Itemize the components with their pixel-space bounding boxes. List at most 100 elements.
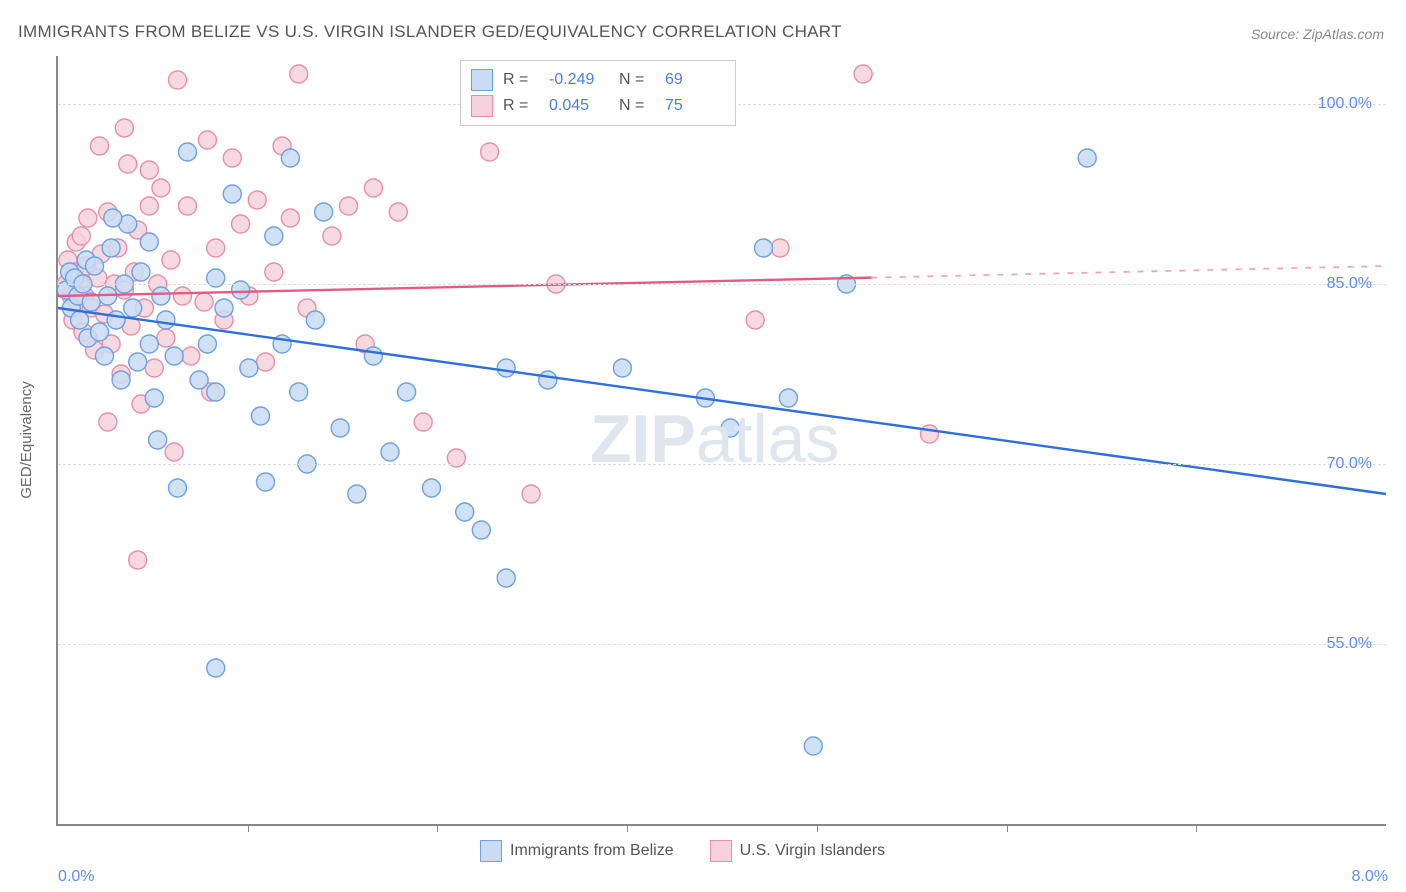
data-point-usvi: [178, 197, 196, 215]
data-point-usvi: [99, 413, 117, 431]
data-point-usvi: [854, 65, 872, 83]
data-point-belize: [207, 659, 225, 677]
data-point-belize: [95, 347, 113, 365]
data-point-belize: [306, 311, 324, 329]
chart-title: IMMIGRANTS FROM BELIZE VS U.S. VIRGIN IS…: [18, 22, 842, 42]
data-point-belize: [169, 479, 187, 497]
y-tick-label: 85.0%: [1327, 275, 1372, 293]
data-point-belize: [149, 431, 167, 449]
data-point-usvi: [522, 485, 540, 503]
data-point-belize: [804, 737, 822, 755]
data-point-belize: [240, 359, 258, 377]
gridline: [58, 644, 1386, 645]
data-point-belize: [140, 233, 158, 251]
data-point-usvi: [140, 197, 158, 215]
legend-n-value-belize: 69: [665, 71, 725, 89]
data-point-belize: [152, 287, 170, 305]
data-point-belize: [381, 443, 399, 461]
data-point-belize: [331, 419, 349, 437]
data-point-usvi: [145, 359, 163, 377]
data-point-belize: [215, 299, 233, 317]
data-point-usvi: [115, 119, 133, 137]
data-point-usvi: [223, 149, 241, 167]
legend-r-label: R =: [503, 97, 539, 115]
data-point-usvi: [72, 227, 90, 245]
data-point-usvi: [265, 263, 283, 281]
regression-line-belize: [58, 308, 1386, 494]
source-attribution: Source: ZipAtlas.com: [1251, 26, 1384, 42]
data-point-belize: [456, 503, 474, 521]
data-point-belize: [129, 353, 147, 371]
legend-n-label: N =: [619, 97, 655, 115]
data-point-belize: [348, 485, 366, 503]
x-tick: [1196, 824, 1197, 832]
data-point-usvi: [746, 311, 764, 329]
data-point-belize: [364, 347, 382, 365]
data-point-usvi: [481, 143, 499, 161]
data-point-belize: [112, 371, 130, 389]
data-point-belize: [472, 521, 490, 539]
data-point-belize: [423, 479, 441, 497]
data-point-usvi: [232, 215, 250, 233]
data-point-belize: [1078, 149, 1096, 167]
data-point-belize: [107, 311, 125, 329]
legend-r-label: R =: [503, 71, 539, 89]
legend-r-value-usvi: 0.045: [549, 97, 609, 115]
data-point-usvi: [389, 203, 407, 221]
data-point-belize: [102, 239, 120, 257]
legend-r-value-belize: -0.249: [549, 71, 609, 89]
data-point-usvi: [281, 209, 299, 227]
x-tick-label-max: 8.0%: [1352, 868, 1388, 886]
data-point-belize: [140, 335, 158, 353]
y-tick-label: 70.0%: [1327, 455, 1372, 473]
legend-n-value-usvi: 75: [665, 97, 725, 115]
data-point-belize: [281, 149, 299, 167]
x-tick: [817, 824, 818, 832]
correlation-chart: IMMIGRANTS FROM BELIZE VS U.S. VIRGIN IS…: [0, 0, 1406, 892]
y-axis-label: GED/Equivalency: [18, 381, 35, 499]
data-point-belize: [178, 143, 196, 161]
data-point-usvi: [157, 329, 175, 347]
plot-svg: [58, 56, 1386, 824]
data-point-belize: [198, 335, 216, 353]
regression-line-usvi-extrapolated: [871, 266, 1386, 278]
data-point-belize: [165, 347, 183, 365]
data-point-usvi: [182, 347, 200, 365]
data-point-usvi: [248, 191, 266, 209]
legend-n-label: N =: [619, 71, 655, 89]
legend-stat-row-belize: R = -0.249 N = 69: [471, 67, 725, 93]
data-point-usvi: [162, 251, 180, 269]
legend-item-belize: Immigrants from Belize: [480, 840, 674, 862]
data-point-usvi: [257, 353, 275, 371]
legend-swatch-usvi: [710, 840, 732, 862]
legend-series: Immigrants from BelizeU.S. Virgin Island…: [480, 840, 885, 862]
data-point-usvi: [340, 197, 358, 215]
legend-stats: R = -0.249 N = 69 R = 0.045 N = 75: [460, 60, 736, 126]
data-point-usvi: [921, 425, 939, 443]
legend-swatch-belize: [471, 69, 493, 91]
data-point-belize: [265, 227, 283, 245]
data-point-belize: [290, 383, 308, 401]
data-point-usvi: [169, 71, 187, 89]
data-point-belize: [223, 185, 241, 203]
legend-label-belize: Immigrants from Belize: [510, 842, 674, 860]
data-point-usvi: [290, 65, 308, 83]
x-tick: [437, 824, 438, 832]
data-point-belize: [190, 371, 208, 389]
data-point-belize: [124, 299, 142, 317]
data-point-belize: [398, 383, 416, 401]
data-point-belize: [497, 359, 515, 377]
data-point-usvi: [195, 293, 213, 311]
data-point-usvi: [119, 155, 137, 173]
data-point-usvi: [129, 551, 147, 569]
x-tick-label-min: 0.0%: [58, 868, 94, 886]
data-point-belize: [207, 383, 225, 401]
data-point-usvi: [207, 239, 225, 257]
data-point-belize: [91, 323, 109, 341]
data-point-belize: [157, 311, 175, 329]
gridline: [58, 464, 1386, 465]
data-point-usvi: [152, 179, 170, 197]
data-point-belize: [497, 569, 515, 587]
data-point-belize: [132, 263, 150, 281]
data-point-usvi: [79, 209, 97, 227]
